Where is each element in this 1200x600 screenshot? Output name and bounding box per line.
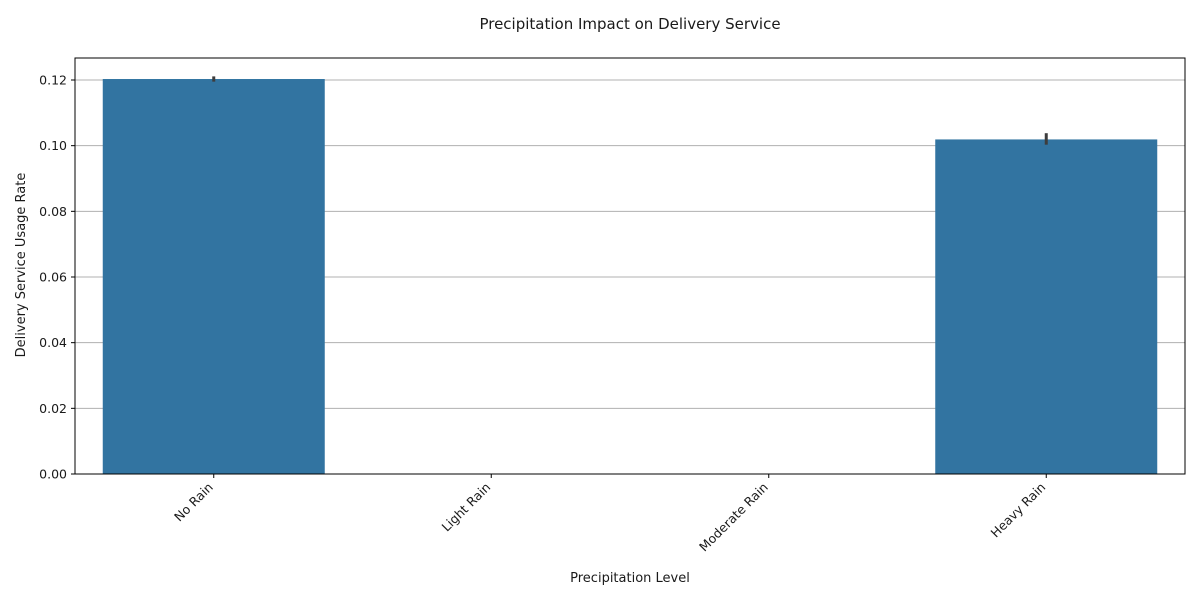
y-axis-ticks: 0.00 0.02 0.04 0.06 0.08 0.10 0.12 [39, 72, 75, 482]
bar [102, 79, 325, 474]
y-tick-label: 0.02 [39, 401, 67, 416]
y-axis-label: Delivery Service Usage Rate [14, 173, 29, 358]
x-tick-label: No Rain [171, 480, 216, 525]
y-tick-label: 0.12 [39, 72, 67, 87]
y-tick-label: 0.10 [39, 138, 67, 153]
error-bars [212, 76, 1048, 145]
x-tick-label: Heavy Rain [988, 480, 1049, 541]
y-tick-label: 0.08 [39, 204, 67, 219]
y-tick-label: 0.06 [39, 269, 67, 284]
chart-title: Precipitation Impact on Delivery Service [479, 15, 780, 33]
x-axis-label: Precipitation Level [570, 571, 690, 586]
x-axis-ticks: No Rain Light Rain Moderate Rain Heavy Rain [171, 474, 1048, 554]
y-tick-label: 0.04 [39, 335, 67, 350]
bars [102, 79, 1158, 474]
x-tick-label: Light Rain [438, 480, 493, 535]
y-tick-label: 0.00 [39, 467, 67, 482]
plot-frame [74, 57, 1186, 475]
x-tick-label: Moderate Rain [696, 480, 771, 555]
bar [935, 139, 1158, 474]
